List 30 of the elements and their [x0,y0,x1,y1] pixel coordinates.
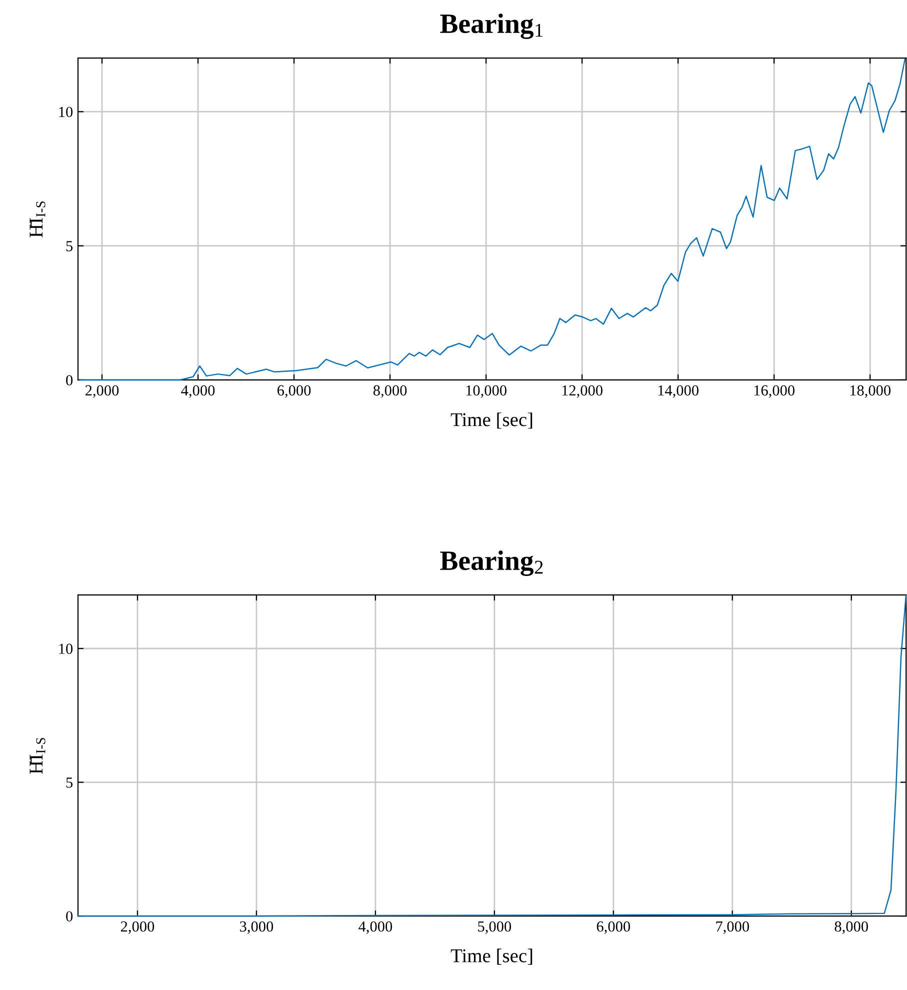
x-tick-label: 2,000 [85,385,119,398]
x-tick-label: 4,000 [181,385,215,398]
x-tick-label: 4,000 [358,921,392,934]
chart-title: Bearing$_{2}$ [440,550,543,576]
x-tick-label: 3,000 [240,921,274,934]
x-tick-label: 16,000 [754,385,795,398]
y-axis-title: H̄I$_{I-S}$ [30,738,46,774]
x-tick-label: 6,000 [596,921,630,934]
x-axis-title: Time [sec] [450,948,532,965]
x-tick-label: 10,000 [466,385,506,398]
y-tick-label: 10 [59,644,73,654]
line-series [77,594,907,917]
x-tick-label: 8,000 [373,385,407,398]
y-tick-label: 0 [66,375,73,386]
line-series [79,58,906,381]
x-tick-label: 8,000 [834,921,868,934]
chart-title: Bearing$_{1}$ [440,14,543,39]
y-tick-label: 0 [66,911,73,922]
y-tick-label: 5 [66,241,73,252]
x-tick-label: 7,000 [716,921,749,934]
x-tick-label: 6,000 [277,385,311,398]
y-tick-label: 10 [59,106,73,118]
y-axis-title: H̄I$_{I-S}$ [30,201,46,238]
x-tick-label: 12,000 [562,385,602,398]
x-tick-label: 14,000 [658,385,698,398]
x-tick-label: 2,000 [120,921,154,934]
x-axis-title: Time [sec] [450,412,532,429]
y-tick-label: 5 [66,778,73,788]
x-tick-label: 18,000 [850,385,891,398]
x-tick-label: 5,000 [478,921,512,934]
